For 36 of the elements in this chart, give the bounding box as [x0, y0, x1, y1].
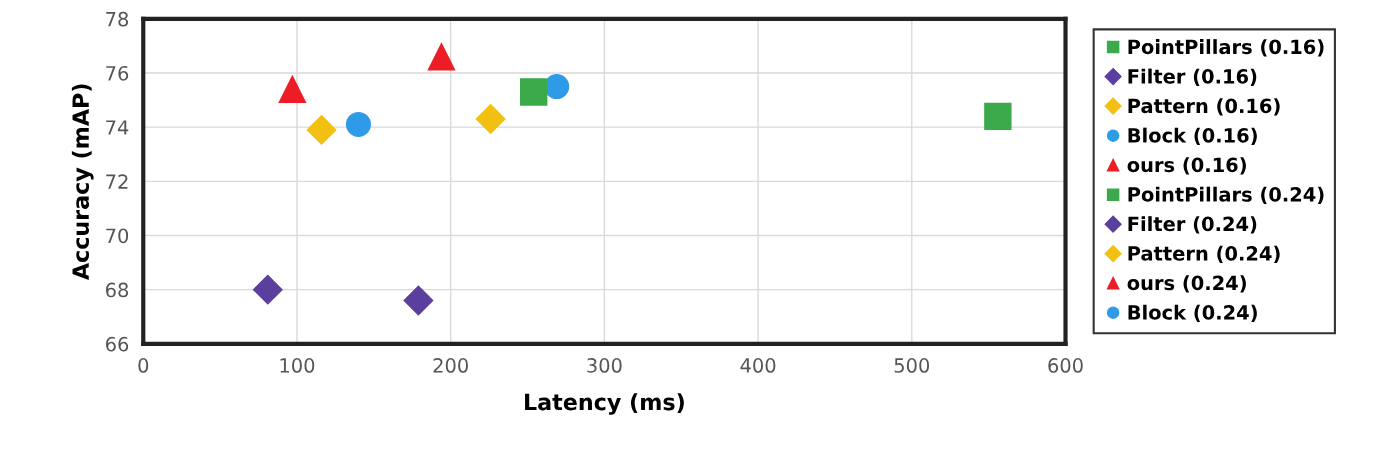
- point: [427, 43, 456, 71]
- x-tick-label: 400: [740, 358, 776, 373]
- legend-label: Pattern (0.24): [1128, 245, 1280, 264]
- point: [252, 274, 283, 305]
- legend-label: Filter (0.16): [1128, 68, 1257, 86]
- x-tick-label: 200: [433, 358, 468, 373]
- y-tick-label: 66: [106, 336, 129, 352]
- point: [520, 78, 548, 106]
- x-tick-label: 100: [280, 358, 315, 373]
- point: [984, 102, 1012, 131]
- legend-label: Block (0.16): [1128, 127, 1257, 145]
- point: [345, 111, 371, 137]
- point: [475, 104, 506, 134]
- legend-label: PointPillars (0.16): [1128, 39, 1324, 57]
- x-tick-label: 300: [587, 358, 622, 373]
- y-tick-label: 70: [106, 228, 129, 244]
- y-tick-label: 76: [106, 65, 129, 81]
- legend-label: PointPillars (0.24): [1128, 186, 1324, 205]
- y-tick-label: 78: [106, 11, 129, 27]
- x-tick-label: 600: [1048, 358, 1083, 373]
- legend-label: Filter (0.24): [1128, 216, 1257, 234]
- x-tick-label: 500: [894, 358, 930, 373]
- point: [403, 285, 434, 316]
- point: [544, 74, 570, 100]
- x-tick-label: 0: [138, 358, 149, 373]
- y-tick-label: 74: [106, 120, 129, 135]
- legend-label: Block (0.24): [1128, 304, 1257, 323]
- y-tick-label: 68: [106, 282, 129, 298]
- y-tick-label: 72: [106, 174, 128, 189]
- legend-label: Pattern (0.16): [1128, 98, 1280, 116]
- y-axis-title: Accuracy (mAP): [71, 84, 94, 281]
- legend-label: ours (0.16): [1127, 157, 1246, 175]
- legend-label: ours (0.24): [1127, 275, 1246, 293]
- point: [306, 114, 337, 145]
- x-axis-title: Latency (ms): [525, 393, 684, 415]
- point: [278, 75, 307, 103]
